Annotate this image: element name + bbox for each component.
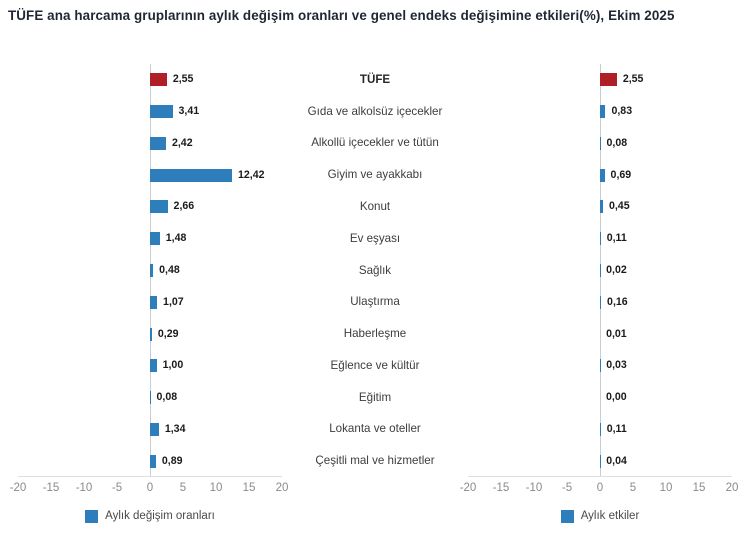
value-label-4: 0,45 [608, 200, 630, 213]
category-label-10: Eğitim [358, 390, 392, 404]
x-tick--5: -5 [111, 482, 123, 494]
legend-monthly-change: Aylık değişim oranları [18, 508, 282, 524]
legend-label: Aylık değişim oranları [105, 510, 215, 522]
value-label-1: 0,83 [611, 105, 633, 118]
x-tick--10: -10 [75, 482, 93, 494]
category-label-6: Sağlık [358, 263, 392, 277]
x-axis-right: -20 -15 -10 -5 0 5 10 15 20 [460, 482, 739, 497]
value-label-6: 0,02 [606, 264, 627, 276]
x-tick-20: 20 [275, 482, 289, 494]
x-tick-10: 10 [209, 482, 223, 494]
value-label-3: 0,69 [610, 168, 632, 181]
bottom-axis-line [468, 476, 732, 477]
bar-10 [150, 391, 151, 405]
x-tick--10: -10 [525, 482, 543, 494]
bar-5 [600, 232, 601, 246]
value-label-9: 0,03 [606, 359, 627, 372]
value-label-5: 0,11 [606, 232, 627, 245]
value-label-9: 1,00 [162, 359, 184, 372]
bar-11 [150, 422, 159, 436]
value-label-0: 2,55 [622, 73, 644, 86]
value-label-11: 1,34 [164, 422, 186, 435]
x-tick--15: -15 [42, 482, 60, 494]
bar-4 [150, 200, 168, 214]
value-label-12: 0,89 [161, 454, 183, 467]
chart-title: TÜFE ana harcama gruplarının aylık değiş… [8, 8, 675, 23]
category-label-7: Ulaştırma [350, 295, 400, 309]
bar-7 [150, 295, 158, 309]
legend-swatch-icon [85, 509, 99, 523]
category-labels-column: TÜFE Gıda ve alkolsüz içecekler Alkollü iç… [285, 64, 465, 477]
bar-4 [600, 200, 603, 214]
bar-3 [150, 168, 232, 182]
bar-2 [600, 136, 601, 150]
x-axis-left: -20 -15 -10 -5 0 5 10 15 20 [10, 482, 289, 497]
bar-2 [150, 136, 166, 150]
value-label-7: 1,07 [163, 295, 184, 308]
category-label-1: Gıda ve alkolsüz içecekler [307, 104, 443, 118]
bar-7 [600, 295, 602, 309]
x-tick-10: 10 [659, 482, 673, 494]
monthly-effect-plot: 2,55 0,83 0,08 0,69 0,45 0,11 0,02 0,16 0,01 0,03… [468, 64, 732, 477]
x-tick-5: 5 [179, 482, 187, 494]
category-label-12: Çeşitli mal ve hizmetler [315, 454, 435, 468]
x-tick-20: 20 [725, 482, 739, 494]
x-tick-0: 0 [146, 482, 154, 494]
category-label-9: Eğlence ve kültür [330, 358, 420, 372]
value-label-2: 2,42 [171, 136, 193, 149]
x-tick--20: -20 [9, 482, 27, 494]
bar-0 [150, 73, 167, 87]
value-label-3: 12,42 [237, 168, 265, 181]
x-tick-5: 5 [629, 482, 637, 494]
category-label-11: Lokanta ve oteller [329, 422, 421, 436]
category-label-4: Konut [359, 199, 391, 213]
bar-12 [150, 454, 156, 468]
category-label-0: TÜFE [359, 72, 391, 86]
x-tick-15: 15 [692, 482, 706, 494]
bar-1 [600, 105, 606, 119]
value-label-0: 2,55 [172, 73, 194, 86]
value-label-11: 0,11 [606, 422, 627, 435]
value-label-4: 2,66 [173, 200, 195, 213]
value-label-10: 0,00 [606, 391, 627, 404]
x-tick--5: -5 [561, 482, 573, 494]
bar-5 [150, 232, 160, 246]
value-label-1: 3,41 [178, 105, 200, 118]
x-tick--20: -20 [459, 482, 477, 494]
category-label-2: Alkollü içecekler ve tütün [311, 136, 439, 150]
value-label-6: 0,48 [159, 264, 180, 276]
bar-3 [600, 168, 605, 182]
legend-label: Aylık etkiler [580, 510, 640, 522]
bottom-axis-line [18, 476, 282, 477]
value-label-10: 0,08 [156, 391, 178, 404]
bar-9 [150, 359, 157, 373]
bar-0 [600, 73, 617, 87]
category-label-8: Haberleşme [343, 327, 407, 341]
category-label-3: Giyim ve ayakkabı [327, 168, 423, 182]
bar-11 [600, 422, 601, 436]
bar-6 [150, 264, 154, 277]
x-tick-0: 0 [596, 482, 604, 494]
value-label-8: 0,01 [606, 327, 627, 340]
x-tick-15: 15 [242, 482, 256, 494]
x-tick--15: -15 [492, 482, 510, 494]
value-label-7: 0,16 [607, 295, 628, 308]
value-label-5: 1,48 [165, 232, 187, 245]
bar-1 [150, 105, 173, 119]
value-label-8: 0,29 [157, 327, 179, 340]
legend-swatch-icon [560, 509, 574, 523]
category-label-5: Ev eşyası [349, 231, 401, 245]
monthly-change-plot: 2,55 3,41 2,42 12,42 2,66 1,48 0,48 1,07 0,29 1,0… [18, 64, 282, 477]
legend-monthly-effect: Aylık etkiler [468, 508, 732, 524]
value-label-2: 0,08 [606, 136, 628, 149]
bar-8 [150, 327, 152, 341]
value-label-12: 0,04 [606, 454, 627, 467]
